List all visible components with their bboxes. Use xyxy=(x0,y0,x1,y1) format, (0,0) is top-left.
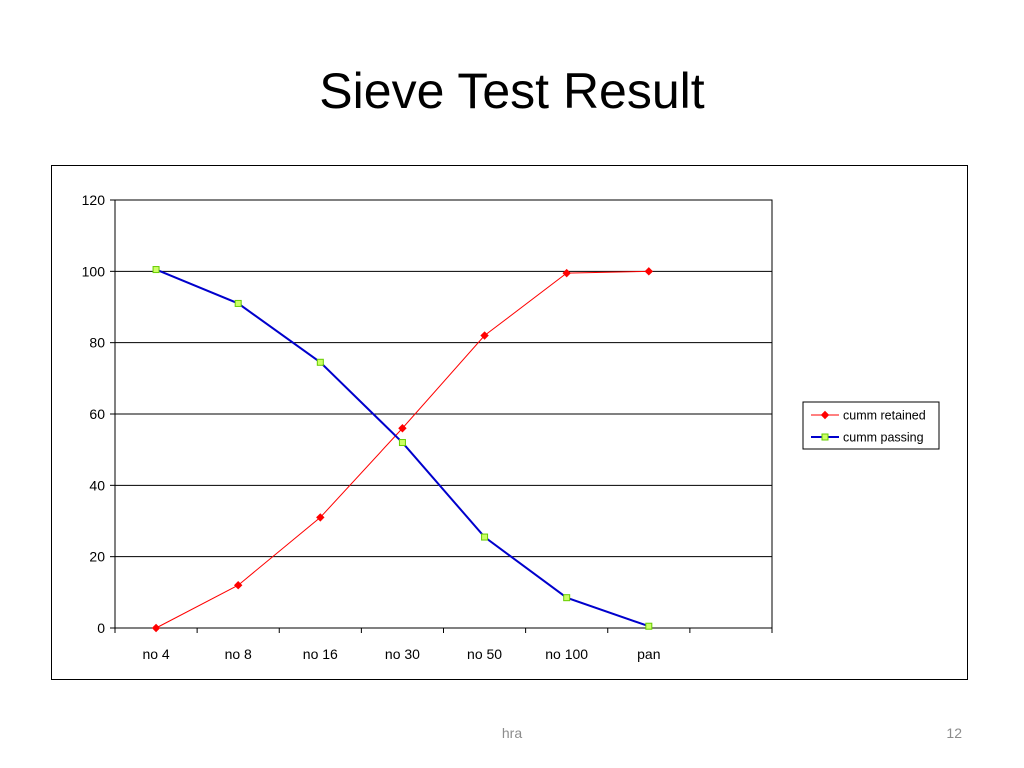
y-tick-label: 20 xyxy=(89,549,105,565)
x-tick-label: pan xyxy=(637,646,660,662)
data-point xyxy=(316,513,325,522)
legend-marker xyxy=(820,410,830,420)
x-tick-label: no 16 xyxy=(303,646,338,662)
page-number: 12 xyxy=(946,725,962,741)
y-tick-label: 0 xyxy=(97,620,105,636)
legend-label: cumm retained xyxy=(843,409,926,423)
data-point xyxy=(234,299,242,307)
x-tick-label: no 4 xyxy=(142,646,169,662)
legend xyxy=(802,401,940,450)
data-point xyxy=(151,623,161,633)
chart-frame: 0 20 40 60 80 100 120 no 4 no 8 no 16 no 30 no 50 no… xyxy=(51,165,968,680)
data-point xyxy=(563,594,571,602)
y-tick-label: 40 xyxy=(89,477,105,493)
x-tick-label: no 100 xyxy=(545,646,588,662)
x-tick-label: no 30 xyxy=(385,646,420,662)
y-tick-label: 120 xyxy=(82,192,106,208)
data-point xyxy=(398,439,406,447)
sieve-line-chart: 0 20 40 60 80 100 120 no 4 no 8 no 16 no 30 no 50 no… xyxy=(82,192,940,662)
data-point xyxy=(398,424,407,433)
data-point xyxy=(562,268,571,278)
data-point xyxy=(316,358,324,366)
legend-marker xyxy=(821,433,829,441)
data-point xyxy=(644,267,654,276)
data-point xyxy=(233,580,243,590)
x-tick-label: no 50 xyxy=(467,646,502,662)
data-point xyxy=(645,622,653,630)
y-tick-label: 60 xyxy=(89,406,105,422)
data-point xyxy=(481,533,489,541)
y-tick-label: 80 xyxy=(89,335,105,351)
x-tick-label: no 8 xyxy=(225,646,252,662)
data-point xyxy=(152,266,160,274)
slide-title: Sieve Test Result xyxy=(319,63,705,119)
data-point xyxy=(480,331,489,340)
legend-label: cumm passing xyxy=(843,431,924,445)
footer-text: hra xyxy=(501,725,523,741)
y-tick-label: 100 xyxy=(82,263,106,279)
